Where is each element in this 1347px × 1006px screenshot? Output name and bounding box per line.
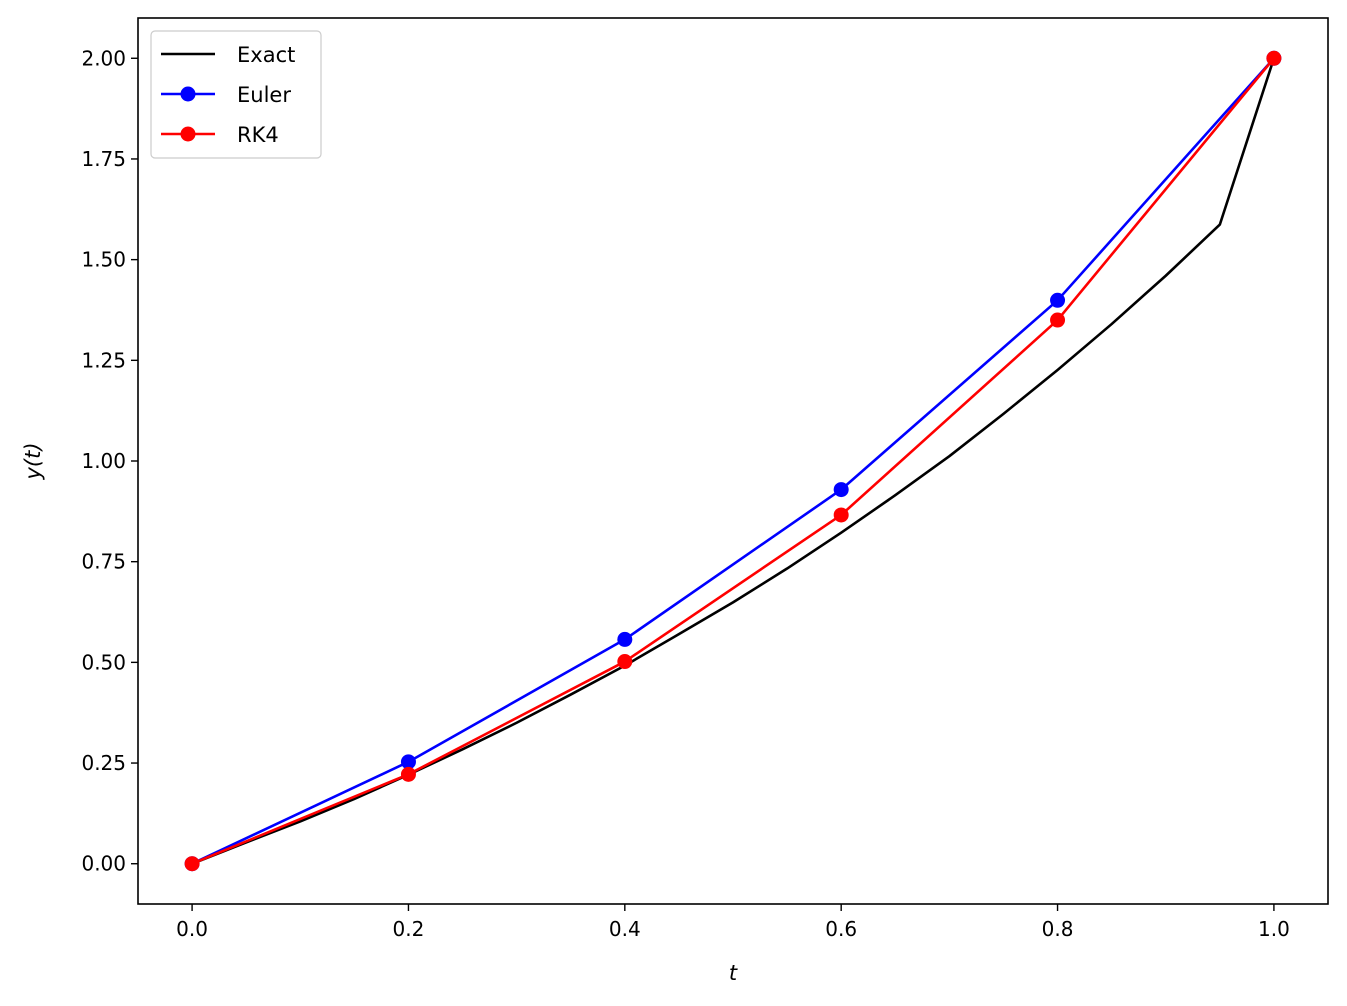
legend-item: Euler <box>161 83 291 107</box>
x-tick-label: 0.6 <box>825 917 857 941</box>
y-tick-label: 1.75 <box>81 147 126 171</box>
x-tick-label: 0.4 <box>609 917 641 941</box>
y-tick-label: 0.00 <box>81 852 126 876</box>
series-exact <box>191 57 1276 865</box>
legend-marker <box>180 86 196 102</box>
legend-item: RK4 <box>161 123 279 147</box>
legend-marker <box>180 126 196 142</box>
x-tick-label: 0.0 <box>176 917 208 941</box>
x-tick-label: 0.8 <box>1042 917 1074 941</box>
data-point <box>400 754 416 770</box>
data-point <box>1050 312 1066 328</box>
legend-box <box>150 30 322 159</box>
x-axis-label: t <box>729 961 738 985</box>
y-tick-label: 1.50 <box>81 248 126 272</box>
y-axis-label: y(t) <box>21 442 45 480</box>
y-tick-label: 0.75 <box>81 550 126 574</box>
series-line <box>191 57 1276 865</box>
data-point <box>1050 292 1066 308</box>
x-tick-label: 1.0 <box>1258 917 1290 941</box>
legend-label: Euler <box>237 83 291 107</box>
data-point <box>833 482 849 498</box>
data-point <box>617 631 633 647</box>
x-axis-ticks: 0.0 0.2 0.4 0.6 0.8 1.0 <box>176 904 1290 941</box>
legend-label: RK4 <box>237 123 279 147</box>
y-axis-ticks: 0.00 0.25 0.50 0.75 1.00 1.25 1.50 1.75 2.00 <box>81 46 138 876</box>
y-tick-label: 1.25 <box>81 348 126 372</box>
series-line <box>191 57 1275 865</box>
y-tick-label: 2.00 <box>81 46 126 70</box>
y-tick-label: 0.50 <box>81 650 126 674</box>
data-point <box>400 766 416 782</box>
y-tick-label: 1.00 <box>81 449 126 473</box>
series-layer <box>184 50 1282 872</box>
legend-item: Exact <box>161 43 295 67</box>
series-rk4 <box>184 50 1282 872</box>
y-tick-label: 0.25 <box>81 751 126 775</box>
data-point <box>184 856 200 872</box>
data-point <box>833 507 849 523</box>
legend-label: Exact <box>237 43 295 67</box>
legend: Exact Euler RK4 <box>150 30 322 159</box>
data-point <box>617 654 633 670</box>
x-tick-label: 0.2 <box>393 917 425 941</box>
data-point <box>1266 50 1282 66</box>
series-line <box>191 57 1275 865</box>
